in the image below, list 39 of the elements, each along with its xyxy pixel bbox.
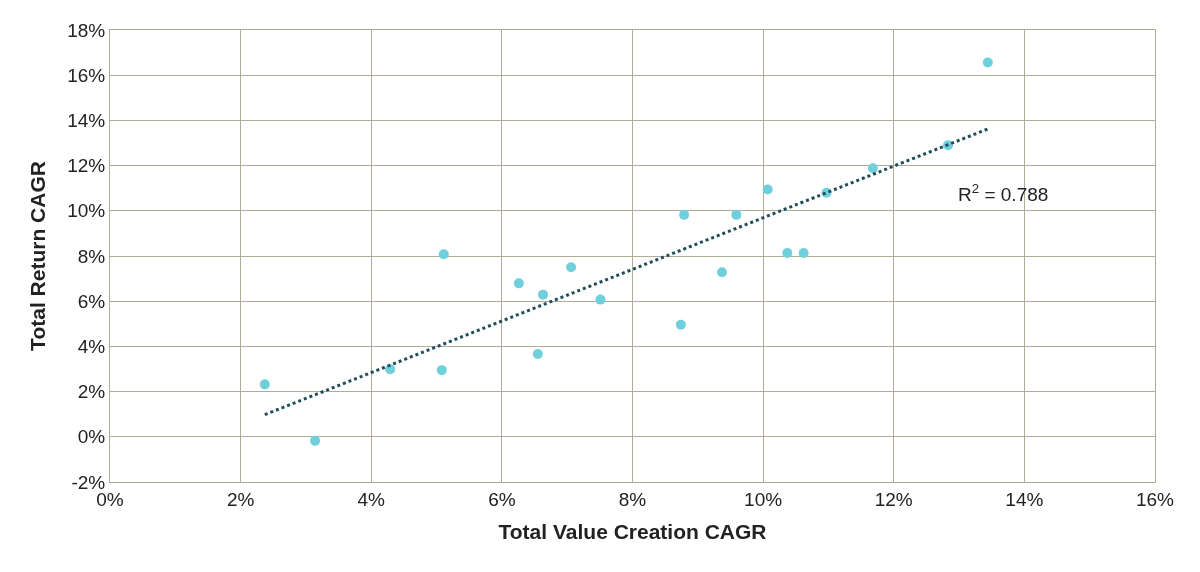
point (436, 365, 447, 376)
y-axis-title: Total Return CAGR (26, 161, 50, 351)
y-tick-label: 2% (77, 381, 106, 403)
point (731, 209, 742, 220)
point (675, 319, 686, 330)
x-tick-label: 12% (874, 488, 913, 510)
y-tick-label: 8% (77, 245, 106, 267)
point (679, 209, 690, 220)
x-tick-label: 6% (488, 488, 516, 510)
y-tick-label: 14% (67, 110, 106, 132)
y-tick-label: 6% (77, 290, 106, 312)
point (595, 294, 606, 305)
point (798, 248, 809, 259)
x-tick-label: 4% (357, 488, 386, 510)
y-tick-label: 12% (67, 155, 106, 177)
x-tick-label: 14% (1005, 488, 1044, 510)
y-tick-label: 0% (77, 426, 106, 448)
point (538, 289, 549, 300)
point (762, 184, 773, 195)
x-axis-title: Total Value Creation CAGR (498, 520, 767, 543)
point (513, 278, 524, 289)
point (310, 435, 321, 446)
point (867, 163, 878, 174)
y-tick-label: 10% (67, 200, 106, 222)
x-tick-label: 16% (1135, 488, 1175, 510)
point (982, 57, 993, 68)
x-tick-label: 2% (226, 488, 255, 510)
point (259, 379, 270, 390)
y-tick-label: 16% (67, 64, 106, 86)
y-tick-label: 18% (67, 19, 106, 41)
x-tick-label: 10% (744, 488, 783, 510)
point (438, 249, 449, 260)
annotation: R$^{2}$ = 0.788 (958, 181, 1049, 205)
point (782, 248, 793, 259)
point (566, 262, 577, 273)
point (532, 349, 543, 360)
x-tick-label: 8% (618, 488, 647, 510)
y-tick-label: 4% (77, 336, 106, 358)
point (716, 267, 727, 278)
